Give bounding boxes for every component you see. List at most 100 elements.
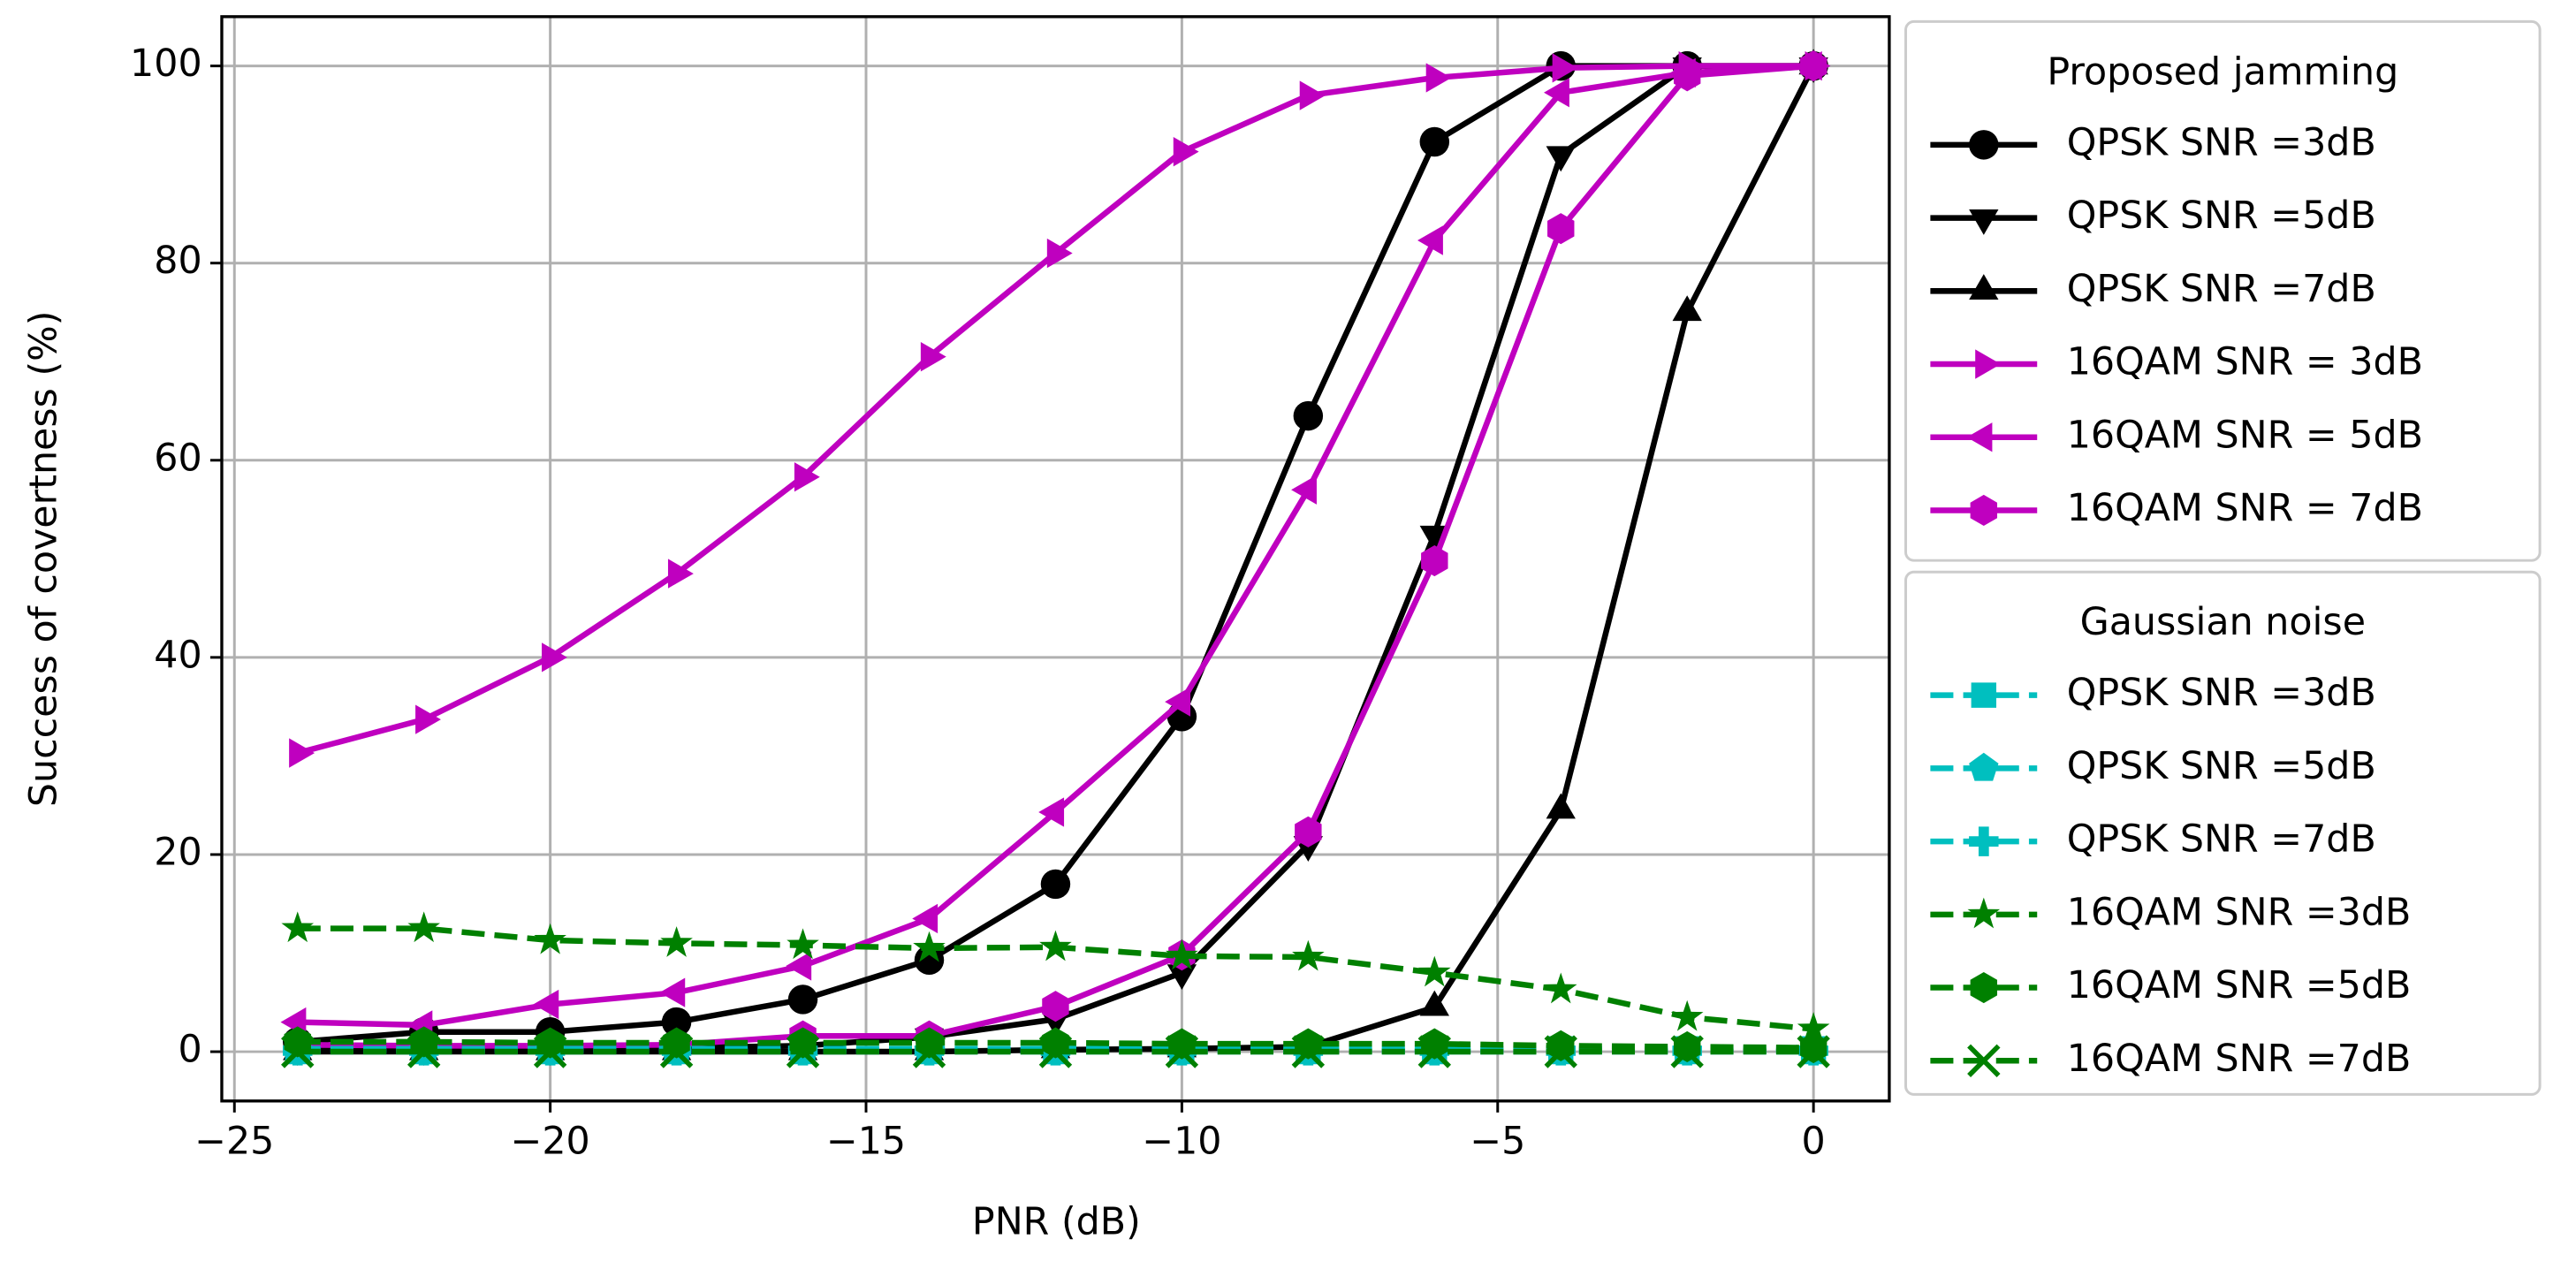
y-tick-label: 0 — [178, 1028, 201, 1072]
data-point — [912, 1035, 946, 1068]
data-point — [1417, 955, 1451, 987]
y-tick-label: 80 — [154, 239, 201, 283]
data-point — [281, 911, 315, 943]
data-point — [920, 342, 946, 372]
data-point — [1544, 972, 1577, 1004]
legend-marker — [1969, 209, 1999, 235]
legend-label: 16QAM SNR = 3dB — [2067, 340, 2423, 384]
x-tick-label: −5 — [1470, 1120, 1525, 1164]
y-tick-label: 20 — [154, 830, 201, 874]
data-point — [1544, 1035, 1577, 1068]
data-point — [913, 931, 946, 962]
legend-label: 16QAM SNR = 7dB — [2067, 486, 2423, 530]
legend-marker — [1967, 1044, 2001, 1077]
data-point — [407, 1035, 441, 1068]
data-point — [1291, 1035, 1326, 1068]
legend-marker — [1970, 494, 1998, 527]
data-point — [1799, 50, 1828, 82]
series-line — [296, 63, 1814, 756]
data-point — [667, 559, 694, 589]
legend-label: QPSK SNR =5dB — [2067, 194, 2376, 238]
data-point — [1544, 78, 1569, 108]
legend-marker — [1969, 130, 1999, 160]
data-point — [1419, 990, 1449, 1016]
legend-marker — [1971, 682, 1997, 708]
data-point — [1673, 60, 1701, 92]
data-point — [787, 984, 818, 1015]
data-point — [1292, 939, 1325, 971]
data-point — [1552, 53, 1578, 83]
data-point — [1421, 544, 1448, 577]
data-point — [659, 977, 686, 1007]
data-point — [914, 945, 945, 976]
data-point — [1546, 146, 1576, 172]
data-point — [1417, 1035, 1451, 1068]
data-point — [1299, 80, 1326, 110]
legend-label: QPSK SNR =7dB — [2067, 267, 2376, 311]
data-point — [1417, 225, 1443, 255]
data-point — [1040, 869, 1071, 900]
data-point — [1797, 1035, 1830, 1068]
data-point — [1295, 816, 1322, 848]
data-point — [1166, 939, 1198, 970]
legend-marker — [1969, 274, 1999, 300]
y-tick-label: 100 — [130, 42, 202, 86]
data-point — [1670, 1035, 1704, 1068]
data-point — [1419, 126, 1450, 157]
legend-marker — [1975, 349, 2002, 379]
data-point — [1547, 213, 1575, 245]
data-point — [1038, 797, 1065, 827]
data-point — [1419, 525, 1449, 551]
data-point — [1672, 295, 1702, 322]
legend-box — [1904, 19, 2542, 562]
data-point — [289, 738, 315, 768]
data-point — [1546, 793, 1576, 819]
legend-marker — [1966, 422, 1993, 452]
y-tick-label: 40 — [154, 633, 201, 677]
data-point — [407, 911, 440, 943]
data-point — [533, 1035, 567, 1068]
data-point — [281, 1035, 315, 1068]
legend-title: Proposed jamming — [2047, 49, 2398, 94]
legend-label: 16QAM SNR =5dB — [2067, 963, 2412, 1007]
x-tick-label: 0 — [1802, 1120, 1826, 1164]
data-point — [533, 989, 559, 1020]
data-point — [786, 928, 819, 960]
series-line — [297, 65, 1817, 1055]
x-tick-label: −15 — [826, 1120, 906, 1164]
x-tick-label: −20 — [511, 1120, 590, 1164]
series-line — [297, 63, 1814, 1052]
data-point — [534, 923, 566, 954]
data-point — [1165, 1035, 1199, 1068]
data-point — [661, 1007, 692, 1038]
data-point — [1797, 1012, 1830, 1043]
data-point — [1670, 1000, 1704, 1031]
data-point — [786, 1035, 820, 1068]
legend-marker — [1969, 826, 1999, 856]
legend-box — [1904, 570, 2542, 1096]
data-point — [1166, 964, 1197, 991]
data-point — [1293, 400, 1324, 431]
data-point — [1038, 1035, 1073, 1068]
legend-label: QPSK SNR =5dB — [2067, 744, 2376, 788]
data-point — [786, 951, 812, 981]
data-point — [659, 1035, 694, 1068]
data-point — [1173, 137, 1199, 167]
data-point — [1042, 991, 1069, 1022]
legend-marker — [1970, 971, 1998, 1004]
legend-title: Gaussian noise — [2080, 600, 2366, 644]
legend-label: QPSK SNR =7dB — [2067, 817, 2376, 862]
legend-label: QPSK SNR =3dB — [2067, 671, 2376, 715]
x-tick-label: −10 — [1142, 1120, 1221, 1164]
x-axis-label: PNR (dB) — [972, 1200, 1141, 1244]
legend-marker — [1969, 752, 1999, 781]
legend-label: 16QAM SNR = 5dB — [2067, 413, 2423, 457]
y-axis-label: Success of covertness (%) — [22, 311, 66, 808]
data-point — [1291, 475, 1317, 505]
data-point — [1425, 63, 1452, 93]
data-point — [1165, 687, 1191, 717]
legend-marker — [1967, 897, 2001, 929]
x-tick-label: −25 — [194, 1120, 274, 1164]
plot-frame — [220, 15, 1891, 1103]
